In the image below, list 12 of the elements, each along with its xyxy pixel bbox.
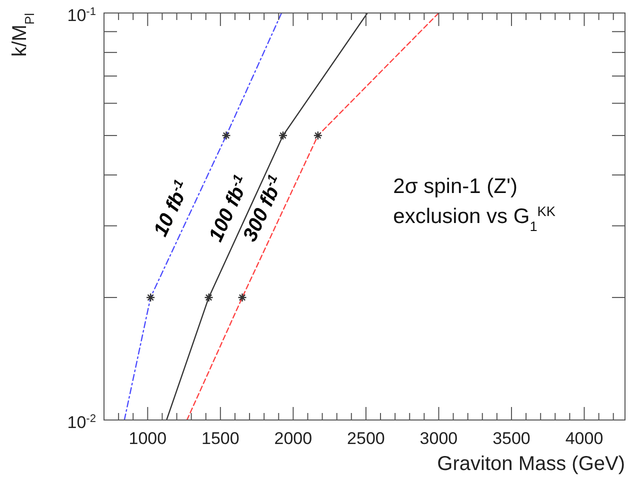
y-tick-label: 10$^{-1}$ [67,6,96,25]
x-tick-label: 1000 [128,429,167,448]
x-tick-label: 3000 [420,429,458,448]
x-axis-title: Graviton Mass (GeV) [437,453,625,475]
annotation: 2σ spin-1 (Z') [393,175,518,198]
x-tick-label: 3500 [492,429,530,448]
y-tick-label: 10$^{-2}$ [67,413,96,432]
x-tick-label: 2500 [347,429,385,448]
line-series [124,13,282,420]
x-tick-label: 1500 [202,429,240,448]
x-tick-label: 2000 [274,429,312,448]
x-tick-label: 4000 [565,429,604,448]
